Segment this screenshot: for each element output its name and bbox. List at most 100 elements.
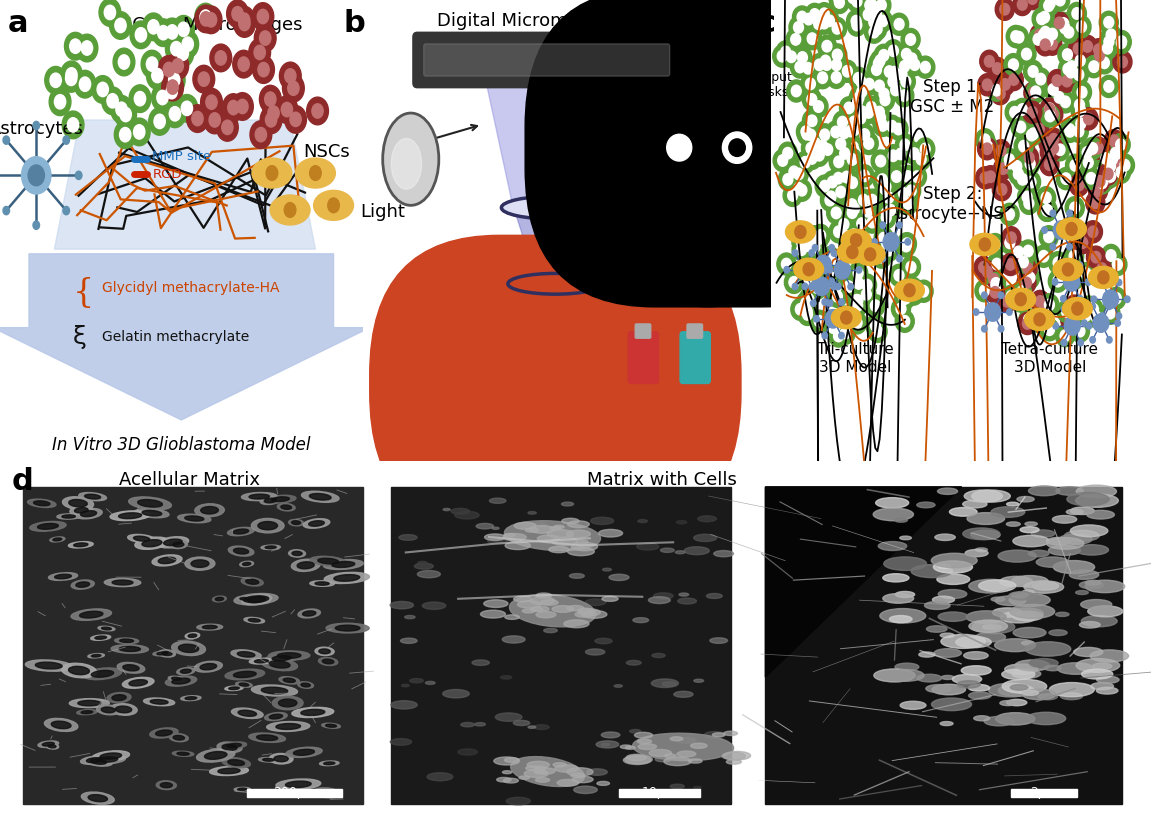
- Circle shape: [950, 508, 977, 516]
- Circle shape: [884, 66, 894, 77]
- Circle shape: [115, 101, 137, 129]
- Circle shape: [862, 243, 871, 255]
- Circle shape: [875, 83, 893, 105]
- Circle shape: [998, 550, 1036, 562]
- Circle shape: [884, 40, 902, 62]
- Circle shape: [841, 120, 860, 142]
- Circle shape: [724, 731, 738, 736]
- Circle shape: [161, 77, 183, 105]
- Circle shape: [258, 63, 269, 77]
- Circle shape: [193, 65, 215, 93]
- Circle shape: [1070, 309, 1081, 321]
- Text: 1.: 1.: [616, 316, 631, 330]
- Circle shape: [813, 282, 822, 293]
- Circle shape: [401, 638, 417, 644]
- Circle shape: [803, 261, 809, 268]
- Ellipse shape: [265, 654, 298, 662]
- Circle shape: [792, 231, 811, 253]
- Circle shape: [847, 154, 857, 166]
- Circle shape: [276, 96, 298, 124]
- Circle shape: [828, 17, 847, 40]
- Circle shape: [1014, 250, 1032, 273]
- Circle shape: [985, 171, 996, 182]
- Circle shape: [838, 60, 856, 82]
- Circle shape: [902, 238, 912, 250]
- Circle shape: [1083, 40, 1092, 52]
- Circle shape: [813, 274, 832, 296]
- Circle shape: [1005, 154, 1014, 166]
- Ellipse shape: [237, 652, 254, 657]
- Circle shape: [637, 543, 658, 550]
- Circle shape: [821, 55, 830, 67]
- Circle shape: [856, 267, 862, 273]
- Circle shape: [829, 151, 848, 173]
- Circle shape: [1092, 258, 1112, 279]
- Circle shape: [1105, 307, 1115, 319]
- Ellipse shape: [298, 681, 313, 688]
- FancyBboxPatch shape: [23, 487, 363, 804]
- Circle shape: [878, 232, 889, 244]
- Circle shape: [587, 769, 608, 775]
- Circle shape: [1022, 171, 1041, 193]
- Circle shape: [901, 76, 910, 87]
- Circle shape: [1041, 98, 1059, 120]
- Circle shape: [1041, 26, 1051, 38]
- Text: Step 2:
Astrocyte+NSC: Step 2: Astrocyte+NSC: [889, 185, 1016, 223]
- Circle shape: [1118, 56, 1128, 68]
- Ellipse shape: [289, 519, 304, 526]
- Ellipse shape: [218, 768, 241, 774]
- Circle shape: [1057, 167, 1075, 190]
- Circle shape: [899, 293, 909, 304]
- Ellipse shape: [81, 710, 93, 714]
- Circle shape: [851, 16, 861, 27]
- Circle shape: [829, 245, 834, 251]
- Circle shape: [1062, 75, 1072, 87]
- Circle shape: [901, 241, 912, 252]
- Circle shape: [845, 119, 864, 141]
- Ellipse shape: [261, 545, 281, 550]
- Circle shape: [817, 279, 826, 290]
- Circle shape: [986, 272, 1006, 294]
- Circle shape: [536, 593, 551, 598]
- Circle shape: [886, 670, 924, 681]
- Circle shape: [1084, 298, 1103, 321]
- Circle shape: [284, 68, 296, 83]
- Circle shape: [1090, 171, 1110, 193]
- Circle shape: [195, 5, 216, 33]
- Circle shape: [840, 147, 849, 159]
- Circle shape: [648, 597, 670, 603]
- Circle shape: [1065, 197, 1084, 219]
- Circle shape: [1026, 272, 1035, 283]
- Circle shape: [1060, 119, 1080, 141]
- Circle shape: [826, 277, 846, 299]
- Circle shape: [894, 182, 913, 204]
- Circle shape: [875, 178, 894, 199]
- Circle shape: [823, 267, 829, 273]
- Circle shape: [1075, 55, 1085, 67]
- Circle shape: [822, 40, 832, 52]
- Circle shape: [882, 208, 891, 219]
- Ellipse shape: [242, 493, 277, 501]
- Circle shape: [772, 45, 792, 68]
- Circle shape: [863, 211, 882, 233]
- Circle shape: [1039, 12, 1050, 23]
- Circle shape: [1075, 325, 1085, 337]
- Circle shape: [856, 283, 876, 306]
- Circle shape: [265, 92, 276, 106]
- Circle shape: [969, 579, 1013, 593]
- Circle shape: [806, 133, 825, 155]
- Circle shape: [414, 563, 433, 569]
- Circle shape: [1100, 302, 1120, 324]
- Circle shape: [817, 266, 823, 273]
- Circle shape: [802, 129, 811, 140]
- Circle shape: [694, 534, 717, 541]
- Circle shape: [859, 133, 878, 155]
- Circle shape: [538, 535, 559, 542]
- Circle shape: [485, 534, 505, 541]
- Circle shape: [839, 240, 859, 261]
- Circle shape: [620, 745, 632, 748]
- Circle shape: [882, 238, 892, 250]
- Ellipse shape: [249, 494, 269, 499]
- Circle shape: [786, 28, 806, 50]
- Circle shape: [64, 32, 86, 60]
